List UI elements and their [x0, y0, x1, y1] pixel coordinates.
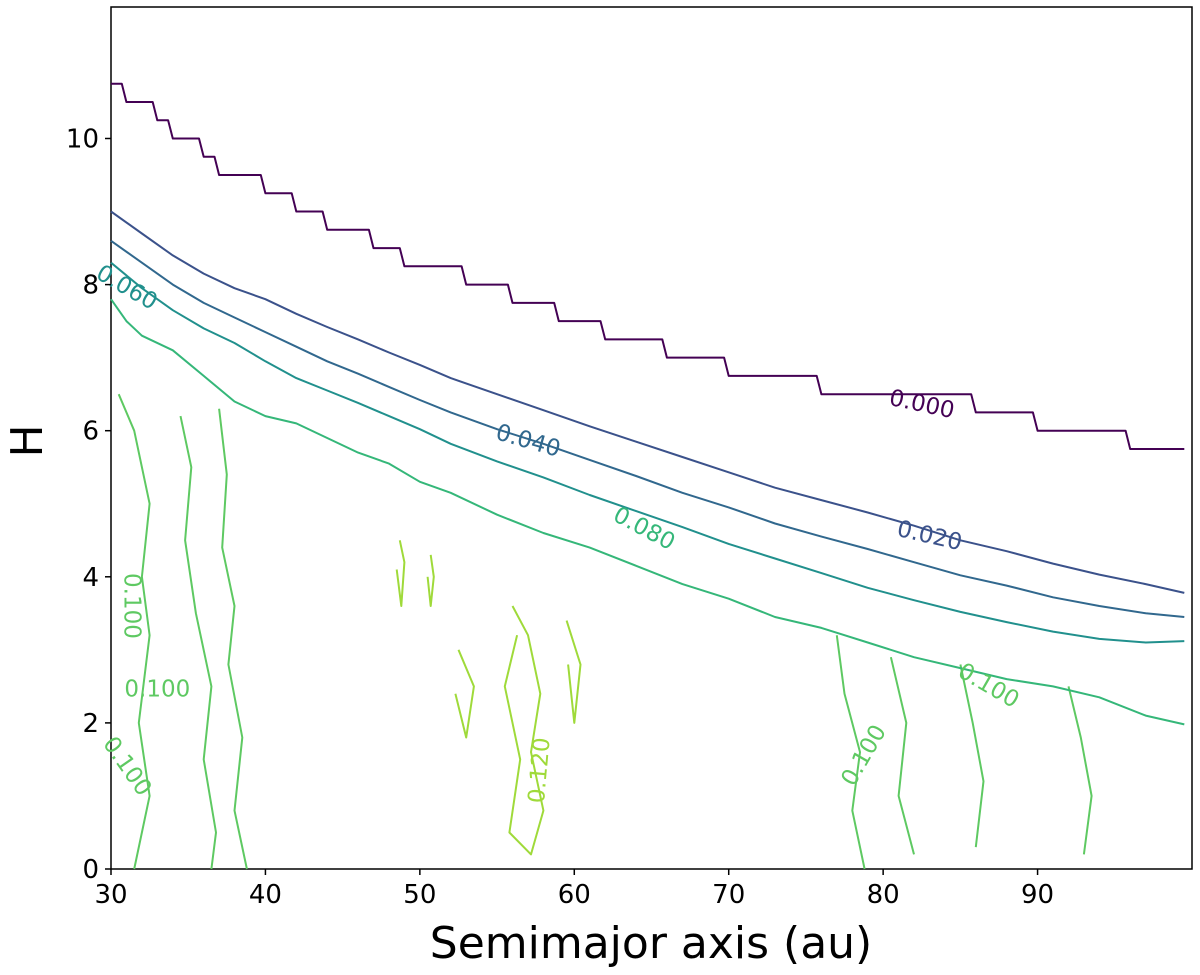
contour-island: [835, 635, 866, 870]
contour-line: [110, 298, 1185, 726]
contour-label: 0.120: [524, 736, 556, 804]
plot-area: 0.0000.0200.0400.0600.0800.1000.1000.100…: [92, 6, 1193, 870]
y-tick-label: 2: [82, 709, 99, 739]
x-tick-label: 60: [558, 880, 591, 910]
contour-island: [117, 393, 151, 870]
y-tick-label: 6: [82, 417, 99, 447]
y-tick-label: 10: [66, 124, 99, 154]
contour-line: [111, 82, 1185, 450]
contour-island: [179, 415, 217, 870]
contour-island: [1067, 686, 1093, 855]
contour-island: [503, 605, 545, 856]
x-tick-label: 80: [867, 880, 900, 910]
contour-line: [110, 261, 1185, 644]
contour-label: 0.080: [609, 502, 679, 556]
contour-label: 0.040: [493, 420, 563, 463]
contour-label: 0.100: [836, 721, 891, 791]
y-tick-label: 0: [82, 855, 99, 885]
contour-label: 0.100: [953, 658, 1023, 713]
x-tick-label: 50: [403, 880, 436, 910]
x-tick-label: 40: [249, 880, 282, 910]
y-axis: 0 2 4 6 8 10: [66, 124, 111, 885]
contour-island: [395, 540, 406, 607]
contour-label: 0.100: [119, 573, 145, 639]
contour-lines: [110, 82, 1185, 726]
contour-island: [218, 408, 248, 870]
contour-label: 0.100: [124, 677, 190, 703]
contour-island: [565, 620, 582, 724]
contour-line: [110, 239, 1185, 618]
contour-island: [454, 649, 475, 739]
contour-island: [889, 656, 915, 855]
minor-contours: [117, 393, 1093, 870]
x-tick-label: 90: [1021, 880, 1054, 910]
x-axis-label: Semimajor axis (au): [430, 918, 872, 969]
contour-island: [426, 554, 435, 607]
contour-label: 0.000: [887, 385, 957, 424]
contour-island: [959, 664, 985, 848]
y-tick-label: 8: [82, 271, 99, 301]
x-tick-label: 30: [94, 880, 127, 910]
contour-line: [110, 210, 1185, 594]
contour-label: 0.100: [97, 732, 156, 801]
y-axis-label: H: [2, 424, 53, 457]
plot-frame: [110, 6, 1193, 870]
contour-label: 0.020: [895, 516, 965, 556]
x-tick-label: 70: [712, 880, 745, 910]
x-axis: 30 40 50 60 70 80 90: [94, 869, 1054, 910]
y-tick-label: 4: [82, 563, 99, 593]
